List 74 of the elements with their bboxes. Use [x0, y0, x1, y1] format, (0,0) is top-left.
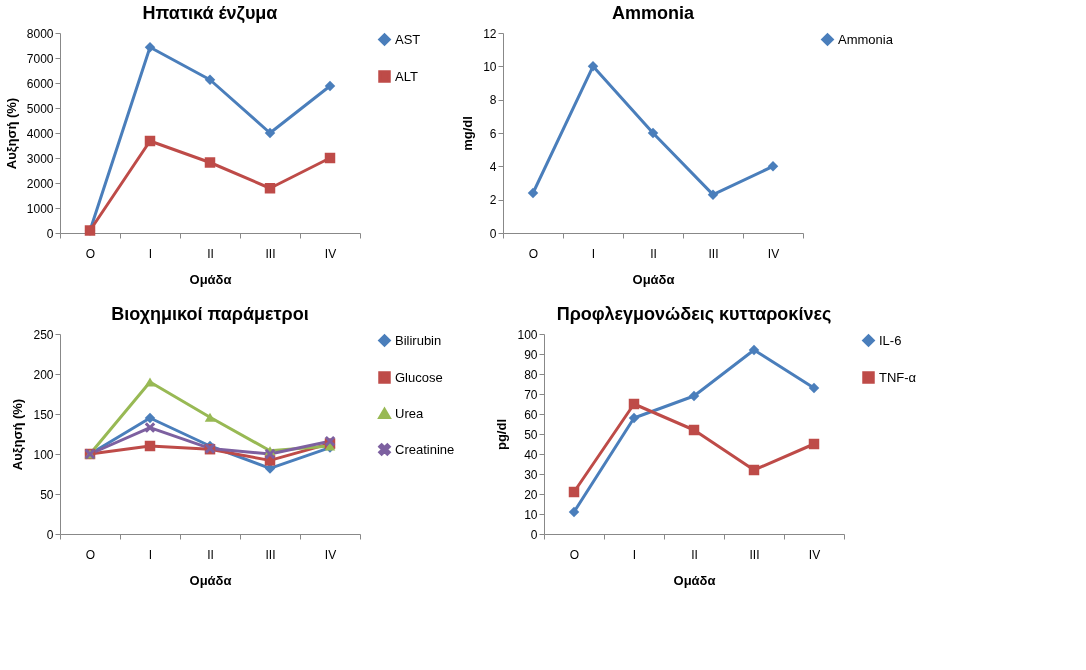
y-tick-label: 100 — [517, 327, 538, 342]
y-tick-label: 4 — [489, 159, 497, 174]
y-tick-label: 4000 — [26, 126, 54, 141]
y-tick-label: 8000 — [26, 26, 54, 41]
x-tick-label: I — [632, 547, 637, 562]
y-axis-title: pg/dl — [494, 418, 510, 451]
legend-label: Creatinine — [395, 441, 455, 457]
y-tick-label: 30 — [524, 467, 538, 482]
y-tick-label: 0 — [46, 527, 54, 542]
y-tick-label: 20 — [524, 487, 538, 502]
x-tick-label: IV — [767, 246, 780, 261]
x-tick-label: II — [207, 246, 214, 261]
legend-label: ALT — [395, 68, 418, 84]
x-tick-label: III — [265, 246, 276, 261]
chart-title: Ammonia — [611, 3, 695, 23]
chart-title: Προφλεγμονώδεις κυτταροκίνες — [556, 304, 832, 324]
y-tick-label: 40 — [524, 447, 538, 462]
x-tick-label: O — [85, 246, 96, 261]
legend-label: AST — [395, 31, 421, 47]
y-tick-label: 0 — [489, 226, 497, 241]
y-tick-label: 7000 — [26, 51, 54, 66]
y-tick-label: 200 — [33, 367, 54, 382]
y-tick-label: 80 — [524, 367, 538, 382]
y-tick-label: 1000 — [26, 201, 54, 216]
y-tick-label: 90 — [524, 347, 538, 362]
y-tick-label: 150 — [33, 407, 54, 422]
x-tick-label: III — [265, 547, 276, 562]
x-tick-label: IV — [324, 246, 337, 261]
y-tick-label: 0 — [46, 226, 54, 241]
legend-label: Urea — [395, 405, 424, 421]
y-tick-label: 2 — [489, 193, 497, 208]
y-tick-label: 60 — [524, 407, 538, 422]
legend-label: Glucose — [395, 369, 443, 385]
x-tick-label: O — [569, 547, 580, 562]
x-tick-label: I — [591, 246, 596, 261]
x-tick-label: IV — [324, 547, 337, 562]
x-tick-label: IV — [808, 547, 821, 562]
legend-label: IL-6 — [879, 332, 902, 348]
x-tick-label: I — [148, 246, 153, 261]
x-tick-label: II — [691, 547, 698, 562]
x-tick-label: II — [650, 246, 657, 261]
y-axis-title: Αυξησή (%) — [3, 97, 19, 170]
y-tick-label: 50 — [40, 487, 54, 502]
y-axis-title: mg/dl — [460, 116, 476, 151]
y-tick-label: 100 — [33, 447, 54, 462]
x-axis-title: Ομάδα — [632, 271, 675, 287]
y-tick-label: 10 — [483, 59, 497, 74]
chart-title: Βιοχημικοί παράμετροι — [111, 304, 309, 324]
y-tick-label: 6000 — [26, 76, 54, 91]
x-tick-label: I — [148, 547, 153, 562]
y-tick-label: 10 — [524, 507, 538, 522]
x-tick-label: II — [207, 547, 214, 562]
y-tick-label: 0 — [530, 527, 538, 542]
y-tick-label: 70 — [524, 387, 538, 402]
x-tick-label: III — [708, 246, 719, 261]
y-axis-title: Αυξησή (%) — [10, 398, 26, 471]
y-tick-label: 8 — [489, 93, 497, 108]
chart-title: Ηπατικά ένζυμα — [142, 3, 278, 24]
x-axis-title: Ομάδα — [673, 572, 716, 588]
x-tick-label: O — [85, 547, 96, 562]
y-tick-label: 2000 — [26, 176, 54, 191]
y-tick-label: 250 — [33, 327, 54, 342]
legend-label: TNF-α — [879, 369, 917, 385]
y-tick-label: 6 — [489, 126, 497, 141]
x-tick-label: O — [528, 246, 539, 261]
y-tick-label: 5000 — [26, 101, 54, 116]
x-axis-title: Ομάδα — [189, 572, 232, 588]
y-tick-label: 50 — [524, 427, 538, 442]
y-tick-label: 12 — [483, 26, 497, 41]
legend-label: Ammonia — [838, 31, 894, 47]
x-tick-label: III — [749, 547, 760, 562]
legend-label: Bilirubin — [395, 332, 442, 348]
y-tick-label: 3000 — [26, 151, 54, 166]
x-axis-title: Ομάδα — [189, 271, 232, 287]
